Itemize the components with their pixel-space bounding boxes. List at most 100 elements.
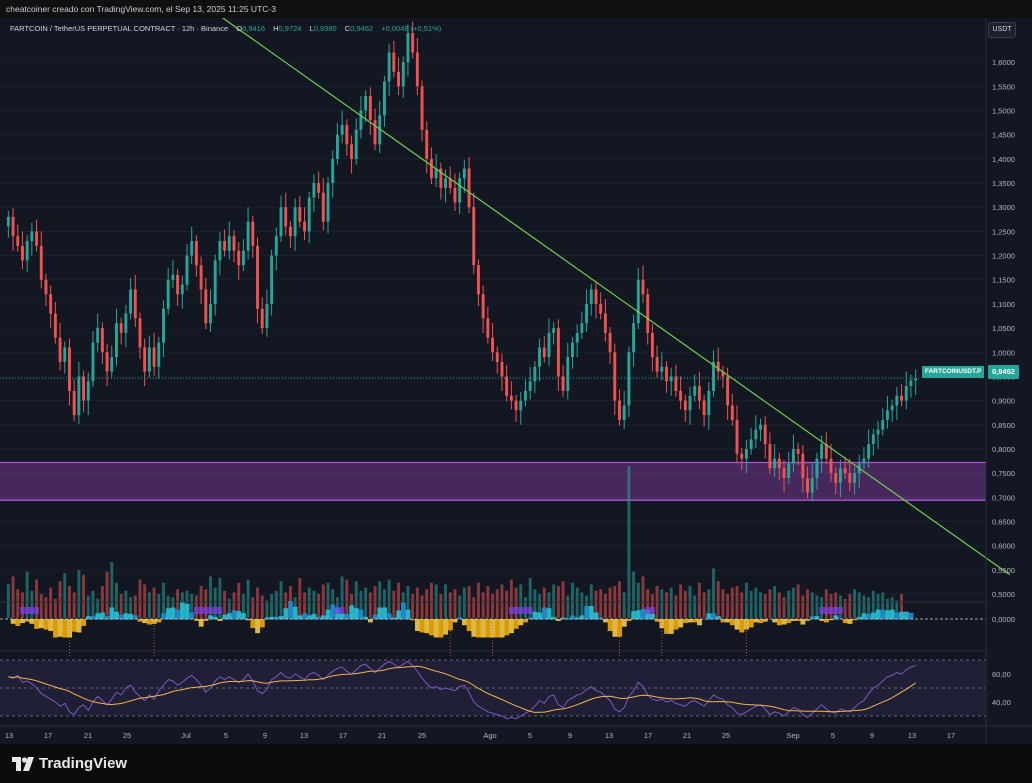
oscillator-bar xyxy=(899,611,905,620)
candle-body xyxy=(613,352,617,401)
y-axis-tick-label: 0,9000 xyxy=(992,397,1015,406)
candle-body xyxy=(547,332,551,358)
legend-low-label: L xyxy=(309,24,314,33)
candle-body xyxy=(317,183,321,193)
candle-body xyxy=(486,318,490,338)
oscillator-bar xyxy=(476,619,482,638)
volume-bar xyxy=(157,594,161,618)
oscillator-bar xyxy=(151,619,157,624)
oscillator-bar xyxy=(499,619,505,638)
candle-body xyxy=(39,245,43,280)
y-axis-tick-label: 0,5500 xyxy=(992,566,1015,575)
candle-body xyxy=(227,236,231,251)
x-axis-tick-label: 25 xyxy=(722,731,730,740)
candle-body xyxy=(434,168,438,179)
volume-bar xyxy=(110,562,114,618)
candle-body xyxy=(782,468,786,478)
volume-bar xyxy=(265,600,269,618)
volume-bar xyxy=(359,590,363,618)
y-axis-tick-label: 1,3500 xyxy=(992,179,1015,188)
y-axis-tick-label: 0,8000 xyxy=(992,445,1015,454)
candle-body xyxy=(49,294,53,314)
oscillator-bar xyxy=(283,608,289,620)
candle-body xyxy=(25,241,29,261)
volume-bar xyxy=(458,595,462,618)
oscillator-bar xyxy=(556,619,561,621)
oscillator-bar xyxy=(29,619,35,624)
legend-symbol: FARTCOIN / TetherUS PERPETUAL CONTRACT ·… xyxy=(10,24,229,33)
candle-body xyxy=(843,468,847,474)
volume-bar xyxy=(162,582,165,618)
volume-bar xyxy=(571,582,574,618)
squeeze-marker xyxy=(20,607,25,614)
oscillator-bar xyxy=(870,612,876,620)
candle-body xyxy=(472,207,476,266)
legend-close-value: 0,9462 xyxy=(350,24,374,33)
oscillator-bar xyxy=(339,613,345,620)
candle-body xyxy=(768,444,772,469)
oscillator-bar xyxy=(231,610,237,620)
oscillator-bar xyxy=(532,611,538,620)
oscillator-bar xyxy=(391,617,397,620)
oscillator-bar xyxy=(551,616,557,620)
candle-body xyxy=(749,439,753,449)
currency-button[interactable]: USDT xyxy=(988,22,1016,38)
candle-body xyxy=(881,419,885,430)
oscillator-bar xyxy=(682,619,688,624)
candle-body xyxy=(693,386,697,396)
price-chart-svg[interactable]: 1,6000 1,5500 1,5000 1,4500 1,4000 1,3500 1,30… xyxy=(0,18,1032,744)
candle-body xyxy=(265,303,269,329)
y-axis-tick-label: 0,8500 xyxy=(992,421,1015,430)
volume-bar xyxy=(246,579,250,618)
oscillator-bar xyxy=(753,619,759,623)
candle-body xyxy=(665,366,668,382)
oscillator-bar xyxy=(161,613,167,620)
volume-bar xyxy=(599,589,603,618)
candle-body xyxy=(655,357,659,372)
volume-bar xyxy=(39,594,43,618)
legend-change: +0,0048 (+0,51%) xyxy=(381,24,442,33)
candle-body xyxy=(726,376,730,406)
oscillator-bar xyxy=(584,606,590,620)
oscillator-bar xyxy=(100,612,105,620)
tradingview-logo[interactable]: TradingView xyxy=(12,755,127,772)
candle-body xyxy=(495,352,499,362)
volume-bar xyxy=(425,589,429,618)
candle-body xyxy=(481,294,485,319)
candle-body xyxy=(321,192,325,222)
legend-close-label: C xyxy=(344,24,351,33)
oscillator-bar xyxy=(509,619,514,634)
candle-body xyxy=(773,458,777,469)
oscillator-bar xyxy=(664,619,670,634)
candle-body xyxy=(20,245,24,261)
squeeze-marker xyxy=(650,607,655,614)
oscillator-bar xyxy=(856,616,862,620)
y-axis-tick-label: 1,1000 xyxy=(992,300,1015,309)
oscillator-bar xyxy=(471,619,477,637)
candle-body xyxy=(608,332,612,353)
candle-body xyxy=(627,352,631,406)
candle-body xyxy=(603,313,607,333)
candle-body xyxy=(848,473,852,483)
candle-body xyxy=(256,245,259,309)
volume-bar xyxy=(876,594,880,618)
candle-body xyxy=(35,231,39,246)
chart-area[interactable]: 1,6000 1,5500 1,5000 1,4500 1,4000 1,3500 1,30… xyxy=(0,18,1032,744)
oscillator-bar xyxy=(673,619,679,630)
candle-body xyxy=(895,395,899,406)
brand-text: TradingView xyxy=(39,755,128,772)
candle-body xyxy=(890,405,894,411)
candle-body xyxy=(556,328,560,377)
oscillator-bar xyxy=(828,619,834,621)
volume-bar xyxy=(312,590,316,618)
oscillator-bar xyxy=(156,619,162,623)
oscillator-bar xyxy=(438,619,444,638)
y-axis-tick-label: 1,0500 xyxy=(992,324,1015,333)
candle-body xyxy=(387,52,391,82)
volume-bar xyxy=(260,595,264,618)
volume-bar xyxy=(632,571,636,618)
candle-body xyxy=(796,448,800,454)
candle-body xyxy=(312,183,316,198)
x-axis-tick-label: 21 xyxy=(84,731,92,740)
volume-bar xyxy=(749,590,753,618)
